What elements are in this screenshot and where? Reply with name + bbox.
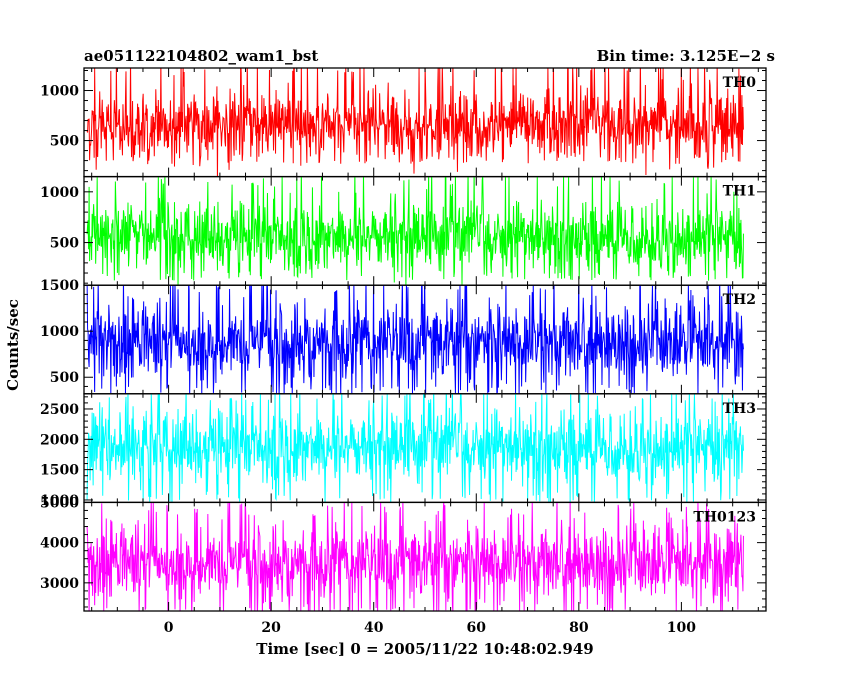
y-tick-label: 1000 <box>40 84 79 100</box>
panel-th2: 500 1000 1500 TH2 <box>40 278 767 395</box>
panel-label-th3: TH3 <box>723 401 756 417</box>
panel-label-th1: TH1 <box>723 184 756 200</box>
y-tick-label: 5000 <box>40 495 79 511</box>
series-line-th0 <box>86 68 744 177</box>
panel-label-th0: TH0 <box>723 75 757 91</box>
y-tick-label: 3000 <box>40 576 79 592</box>
x-axis-label: Time [sec] 0 = 2005/11/22 10:48:02.949 <box>256 640 593 658</box>
series-line-th3 <box>86 393 744 503</box>
chart-title-left: ae051122104802_wam1_bst <box>84 47 318 65</box>
series-line-th1 <box>86 176 744 286</box>
x-tick-label: 60 <box>467 620 487 636</box>
x-tick-label: 40 <box>364 620 384 636</box>
y-tick-label: 1000 <box>40 324 79 340</box>
y-tick-label: 500 <box>50 134 79 150</box>
x-tick-label: 80 <box>569 620 589 636</box>
y-tick-label: 500 <box>50 236 79 252</box>
panel-th1: 500 1000 TH1 <box>40 175 767 286</box>
y-axis-label: Counts/sec <box>4 299 22 391</box>
panel-label-th2: TH2 <box>723 292 756 308</box>
series-line-th2 <box>86 285 744 394</box>
y-tick-label: 4000 <box>40 536 79 552</box>
panel-label-th0123: TH0123 <box>693 509 756 525</box>
y-tick-label: 2000 <box>40 432 79 448</box>
series-line-th0123 <box>86 502 744 611</box>
x-tick-label: 0 <box>164 620 174 636</box>
panel-th0123: 3000 4000 5000 TH0123 <box>40 495 767 612</box>
x-tick-label: 100 <box>667 620 696 636</box>
panel-th0: 500 1000 TH0 <box>40 67 767 178</box>
y-tick-label: 1500 <box>40 463 79 479</box>
chart-title-right: Bin time: 3.125E−2 s <box>597 47 775 65</box>
x-tick-label: 20 <box>261 620 281 636</box>
y-tick-label: 2500 <box>40 402 79 418</box>
y-tick-label: 1000 <box>40 493 79 509</box>
y-tick-label: 1500 <box>40 278 79 294</box>
panel-th3: 1000 1500 2000 2500 TH3 <box>40 393 767 509</box>
y-tick-label: 1000 <box>40 185 79 201</box>
y-tick-label: 500 <box>50 370 79 386</box>
